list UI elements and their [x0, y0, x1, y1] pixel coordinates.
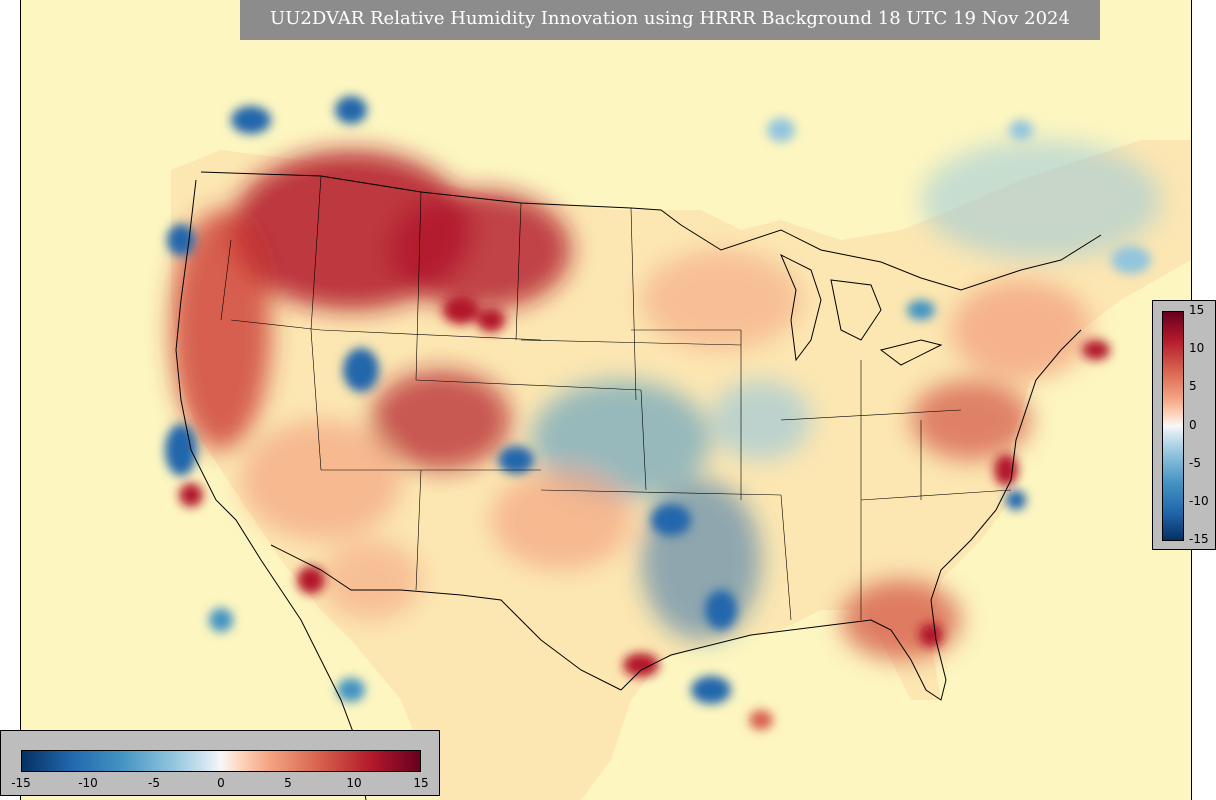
colorbar-horizontal-tick: -5 [148, 776, 160, 790]
colorbar-vertical-tick: -10 [1189, 494, 1209, 508]
colorbar-vertical-tick: 15 [1189, 303, 1205, 317]
gulf-coastline [620, 329, 1082, 701]
map-title: UU2DVAR Relative Humidity Innovation usi… [240, 0, 1100, 40]
colorbar-horizontal-gradient [21, 750, 421, 772]
colorbar-vertical-tick: 5 [1189, 379, 1197, 393]
innovation-field-detail [165, 96, 1151, 730]
colorbar-horizontal: -15 -10 -5 0 5 10 15 [0, 730, 440, 796]
borders [175, 171, 1102, 800]
map-panel [20, 0, 1192, 800]
colorbar-vertical: 15 10 5 0 -5 -10 -15 [1152, 300, 1216, 550]
colorbar-vertical-tick: -15 [1189, 532, 1209, 546]
innovation-field-smooth [171, 140, 1161, 660]
colorbar-horizontal-tick: -10 [78, 776, 98, 790]
colorbar-horizontal-tick: 15 [413, 776, 429, 790]
west-coastline [175, 179, 367, 800]
colorbar-vertical-tick: 10 [1189, 341, 1205, 355]
humidity-innovation-map [165, 96, 1191, 800]
great-lakes [780, 253, 943, 366]
colorbar-vertical-tick: 0 [1189, 418, 1197, 432]
us-canada-border [200, 171, 1102, 291]
colorbar-vertical-tick: -5 [1189, 456, 1201, 470]
state-lines [220, 175, 1012, 621]
colorbar-vertical-gradient [1162, 311, 1184, 541]
colorbar-horizontal-tick: 10 [346, 776, 362, 790]
us-mexico-border [270, 544, 622, 691]
colorbar-horizontal-tick: -15 [11, 776, 31, 790]
colorbar-horizontal-tick: 5 [284, 776, 292, 790]
colorbar-horizontal-tick: 0 [217, 776, 225, 790]
